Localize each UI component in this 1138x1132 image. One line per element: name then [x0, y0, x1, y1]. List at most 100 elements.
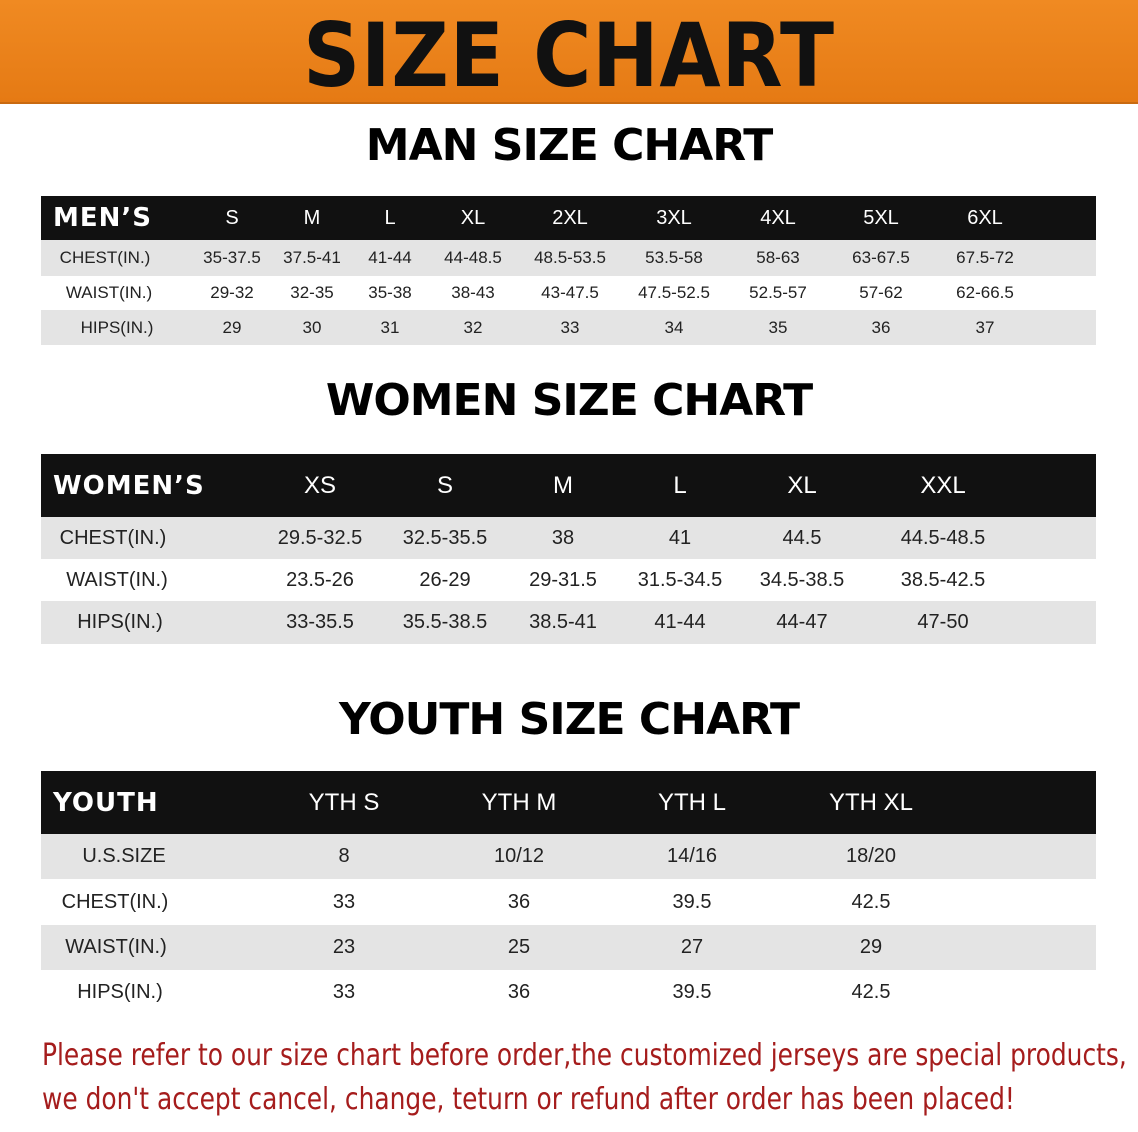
size-header: 6XL	[967, 206, 1003, 229]
size-header: XS	[303, 471, 337, 499]
table-cell: 52.5-57	[749, 283, 807, 302]
table-cell: 42.5	[851, 890, 891, 913]
table-row: CHEST(IN.) 29.5-32.5 32.5-35.5 38 41 44.5 44.5…	[41, 517, 1096, 559]
women-section-title: WOMEN SIZE CHART	[325, 375, 813, 426]
youth-section-title: YOUTH SIZE CHART	[338, 694, 800, 745]
table-cell: 32-35	[290, 283, 334, 302]
table-row: WAIST(IN.) 29-32 32-35 35-38 38-43 43-47.5 47.…	[41, 276, 1096, 310]
table-cell: 37.5-41	[283, 248, 341, 267]
table-cell: 23	[332, 936, 356, 958]
table-cell: 26-29	[419, 568, 471, 591]
table-cell: 47-50	[917, 611, 969, 633]
table-cell: 36	[507, 890, 531, 913]
table-cell: 27	[680, 936, 704, 958]
table-cell: 29	[222, 317, 242, 337]
size-header: XL	[460, 206, 486, 229]
table-cell: 35-38	[368, 283, 412, 302]
table-cell: 43-47.5	[541, 283, 599, 302]
table-cell: 63-67.5	[852, 248, 910, 267]
size-header: M	[553, 471, 573, 499]
table-cell: 44-47	[776, 611, 828, 633]
table-cell: 42.5	[851, 981, 891, 1003]
table-cell: 44.5	[782, 526, 822, 549]
table-header: YOUTH YTH S YTH M YTH L YTH XL	[41, 771, 1096, 834]
table-row: HIPS(IN.) 33-35.5 35.5-38.5 38.5-41 41-44 44-…	[41, 601, 1096, 644]
size-header: L	[673, 471, 687, 499]
size-header: M	[303, 206, 321, 229]
size-header: 4XL	[760, 206, 796, 229]
row-label: HIPS(IN.)	[77, 981, 163, 1003]
table-row: HIPS(IN.) 33 36 39.5 42.5	[41, 970, 1096, 1015]
table-cell: 37	[975, 317, 995, 337]
table-cell: 34.5-38.5	[759, 568, 845, 591]
table-cell: 29	[859, 936, 883, 958]
notice-line-1: Please refer to our size chart before or…	[42, 1038, 1127, 1073]
row-label: U.S.SIZE	[82, 845, 166, 867]
header-label: WOMEN’S	[53, 470, 205, 501]
table-cell: 8	[338, 845, 350, 867]
table-row: WAIST(IN.) 23.5-26 26-29 29-31.5 31.5-34.5 34…	[41, 559, 1096, 601]
table-cell: 58-63	[756, 248, 800, 267]
table-cell: 36	[507, 981, 531, 1003]
table-cell: 31.5-34.5	[637, 568, 723, 591]
table-row: WAIST(IN.) 23 25 27 29	[41, 925, 1096, 970]
row-label: WAIST(IN.)	[66, 568, 168, 591]
table-cell: 35	[768, 317, 788, 337]
row-label: CHEST(IN.)	[59, 248, 151, 267]
size-header: S	[436, 471, 454, 499]
table-cell: 23.5-26	[286, 568, 354, 591]
table-cell: 10/12	[493, 845, 545, 867]
size-header: 5XL	[863, 206, 899, 229]
table-cell: 47.5-52.5	[638, 283, 710, 302]
header-label: MEN’S	[53, 203, 152, 233]
table-cell: 34	[664, 317, 684, 337]
table-cell: 33	[332, 981, 356, 1003]
size-header: XXL	[920, 471, 966, 499]
table-cell: 41	[668, 526, 692, 549]
table-cell: 41-44	[368, 248, 412, 267]
table-cell: 53.5-58	[645, 248, 703, 267]
table-cell: 18/20	[845, 845, 897, 867]
size-header: YTH S	[308, 788, 380, 816]
table-cell: 14/16	[666, 845, 718, 867]
table-cell: 41-44	[654, 611, 706, 633]
row-label: WAIST(IN.)	[65, 936, 167, 958]
table-cell: 48.5-53.5	[534, 248, 606, 267]
table-cell: 32.5-35.5	[402, 526, 488, 549]
table-cell: 33	[560, 317, 580, 337]
table-cell: 32	[463, 317, 483, 337]
row-label: HIPS(IN.)	[77, 611, 163, 633]
table-cell: 33-35.5	[286, 611, 354, 633]
size-header: YTH L	[657, 788, 727, 816]
table-cell: 35-37.5	[203, 248, 261, 267]
table-cell: 39.5	[672, 890, 712, 913]
table-cell: 44-48.5	[444, 248, 502, 267]
size-header: 2XL	[552, 206, 588, 229]
table-cell: 38	[551, 526, 575, 549]
size-chart-banner: SIZE CHART	[0, 0, 1138, 107]
table-cell: 44.5-48.5	[900, 526, 986, 549]
row-label: CHEST(IN.)	[59, 526, 167, 549]
table-cell: 33	[332, 890, 356, 913]
size-header: S	[225, 206, 239, 229]
row-label: HIPS(IN.)	[80, 317, 154, 337]
table-cell: 62-66.5	[956, 283, 1014, 302]
header-label: YOUTH	[53, 787, 159, 818]
table-cell: 38-43	[451, 283, 495, 302]
table-cell: 36	[871, 317, 891, 337]
table-cell: 30	[302, 317, 322, 337]
banner-title: SIZE CHART	[303, 4, 835, 107]
table-cell: 67.5-72	[956, 248, 1014, 267]
table-row: U.S.SIZE 8 10/12 14/16 18/20	[41, 834, 1096, 879]
size-header: YTH M	[481, 788, 557, 816]
table-cell: 38.5-42.5	[900, 568, 986, 591]
size-header: L	[384, 206, 396, 229]
table-cell: 31	[380, 317, 400, 337]
table-cell: 57-62	[859, 283, 903, 302]
table-cell: 29.5-32.5	[277, 526, 363, 549]
table-cell: 35.5-38.5	[402, 611, 488, 633]
table-row: HIPS(IN.) 29 30 31 32 33 34 35 36 37	[41, 310, 1096, 345]
row-label: WAIST(IN.)	[65, 283, 153, 302]
table-cell: 39.5	[672, 981, 712, 1003]
table-cell: 25	[507, 936, 531, 958]
